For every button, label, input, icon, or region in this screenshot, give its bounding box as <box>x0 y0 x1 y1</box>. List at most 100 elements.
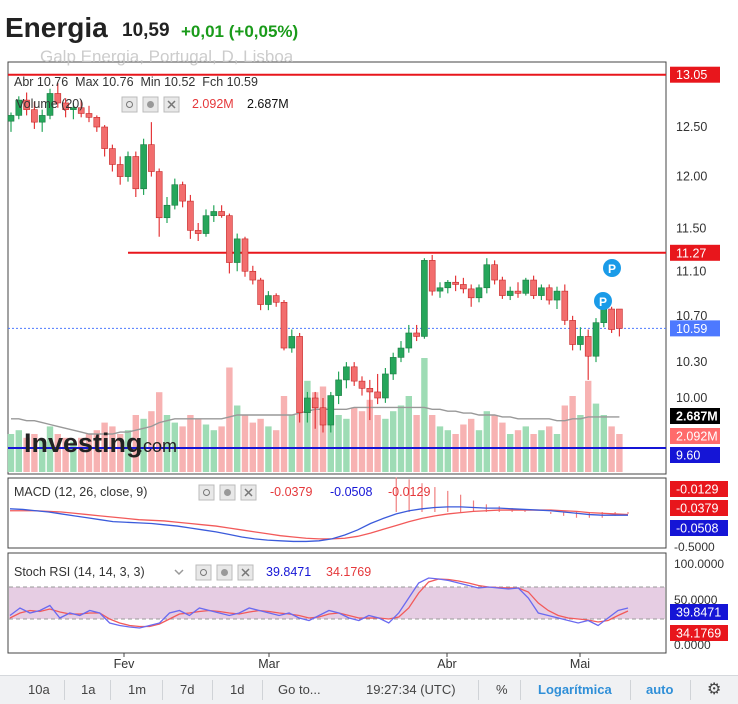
volume-bar <box>561 405 568 472</box>
candle-body <box>553 290 561 301</box>
stoch-eye-icon[interactable] <box>195 564 212 581</box>
range-10a-button[interactable]: 10a <box>28 682 50 697</box>
volume-bar <box>351 407 358 472</box>
candle-body <box>561 290 569 321</box>
volume-bar <box>187 415 194 472</box>
stoch-legend-chevron-icon[interactable] <box>174 569 184 576</box>
volume-legend-eye-icon[interactable] <box>121 96 138 113</box>
toolbar-divider <box>478 680 479 700</box>
macd-eye-icon[interactable] <box>198 484 215 501</box>
volume-bar <box>413 415 420 472</box>
candle-body <box>382 373 389 399</box>
marker-p-1[interactable]: P <box>603 259 621 277</box>
range-7d-button[interactable]: 7d <box>180 682 195 697</box>
candle-body <box>116 164 124 177</box>
volume-bar <box>23 437 30 472</box>
volume-bar <box>366 399 373 472</box>
marker-p-2[interactable]: P <box>594 292 612 310</box>
volume-bar <box>468 418 475 472</box>
candle-body <box>311 397 319 409</box>
candle-body <box>85 113 93 118</box>
volume-bar <box>280 396 288 472</box>
volume-bar <box>218 426 225 472</box>
macd-tag-bg <box>670 520 728 536</box>
volume-bar <box>429 415 436 472</box>
main-pane-frame <box>7 61 667 475</box>
stoch-gear-icon[interactable] <box>216 564 233 581</box>
volume-bar <box>382 418 389 472</box>
candle-body <box>249 270 257 281</box>
volume-bar <box>530 434 537 472</box>
candle-body <box>70 107 77 110</box>
volume-bar <box>288 415 295 472</box>
stoch-tick-label: 100.0000 <box>674 557 724 571</box>
volume-bar <box>546 426 553 472</box>
volume-bar <box>374 415 381 472</box>
macd-legend-v1: -0.0379 <box>270 485 312 499</box>
volume-bar <box>483 411 490 472</box>
support-tag-bg <box>670 447 720 463</box>
candle-body <box>109 148 116 165</box>
price-tick-label: 12.00 <box>676 170 707 184</box>
candle-body <box>483 264 491 289</box>
candle-body <box>241 238 249 272</box>
candle-body <box>218 211 225 216</box>
svg-text:P: P <box>599 295 607 309</box>
volume-bar <box>421 358 428 472</box>
stoch-close-icon[interactable] <box>237 564 254 581</box>
toolbar-divider <box>162 680 163 700</box>
price-tag-bg <box>670 320 720 337</box>
stoch-d-series <box>9 578 629 628</box>
candle-body <box>530 279 537 296</box>
toolbar-divider <box>520 680 521 700</box>
candle-body <box>171 184 179 206</box>
log-scale-toggle[interactable]: Logarítmica <box>538 682 612 697</box>
volume-bar <box>444 430 451 472</box>
volume-bar <box>343 418 350 472</box>
toolbar-divider <box>690 680 691 700</box>
auto-scale-toggle[interactable]: auto <box>646 682 674 697</box>
volume-bar <box>475 430 483 472</box>
range-1a-button[interactable]: 1a <box>81 682 96 697</box>
volume-bar <box>327 405 334 472</box>
time-label: Mar <box>258 657 280 671</box>
settings-gear-icon[interactable]: ⚙ <box>707 681 722 698</box>
volume-bar <box>436 426 444 472</box>
volume-tag: 2.092M <box>676 430 718 444</box>
candle-body <box>616 308 623 329</box>
candle-body <box>62 102 69 110</box>
volume-bar <box>148 411 155 472</box>
macd-gear-icon[interactable] <box>219 484 236 501</box>
support-tag: 9.60 <box>676 449 700 463</box>
macd-close-icon[interactable] <box>240 484 257 501</box>
price-tag: 10.59 <box>676 322 707 336</box>
candle-body <box>226 215 233 263</box>
volume-legend-close-icon[interactable] <box>163 96 180 113</box>
price-tag: 11.27 <box>676 246 706 260</box>
volume-tag: 2.687M <box>676 410 718 424</box>
volume-bar <box>179 426 186 472</box>
macd-main-series <box>9 506 628 543</box>
candle-body <box>569 320 576 345</box>
range-1m-button[interactable]: 1m <box>128 682 147 697</box>
chart-area[interactable]: 12.50 12.00 11.50 11.10 10.70 10.30 10.00 13.0… <box>0 0 738 675</box>
goto-button[interactable]: Go to... <box>278 682 321 697</box>
candle-body <box>140 144 147 190</box>
time-label: Abr <box>437 657 456 671</box>
candle-body <box>163 204 171 219</box>
volume-legend-gear-icon[interactable] <box>142 96 159 113</box>
toolbar-divider <box>630 680 631 700</box>
percent-toggle[interactable]: % <box>496 682 508 697</box>
stoch-legend-v1: 39.8471 <box>266 565 311 579</box>
volume-bar <box>397 405 405 472</box>
candle-body <box>124 156 132 177</box>
range-1d-button[interactable]: 1d <box>230 682 245 697</box>
volume-bar <box>304 380 311 472</box>
candle-body <box>101 126 108 149</box>
candle-body <box>608 308 615 330</box>
candle-body <box>413 332 420 337</box>
candle-body <box>233 238 241 263</box>
volume-bar <box>616 434 623 472</box>
volume-legend-value-2: 2.687M <box>247 97 289 111</box>
macd-legend-label: MACD (12, 26, close, 9) <box>14 485 147 499</box>
